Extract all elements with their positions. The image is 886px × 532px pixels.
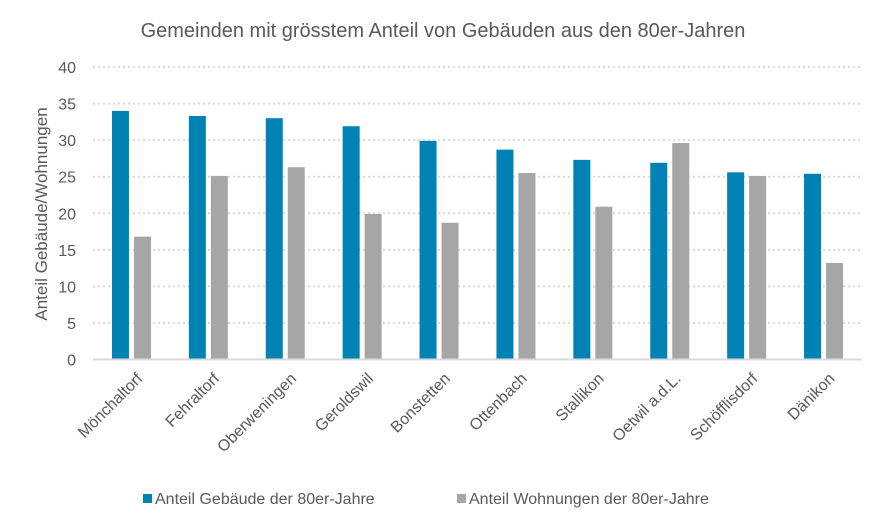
- x-tick-label: Schöfflisdorf: [687, 370, 761, 444]
- bar-wohnungen: [441, 222, 459, 360]
- bar-gebaeude: [419, 140, 437, 360]
- bar-gebaeude: [804, 173, 822, 360]
- y-tick-label: 20: [58, 206, 76, 223]
- x-tick-label: Bonstetten: [388, 370, 454, 436]
- bar-wohnungen: [749, 175, 767, 360]
- bar-gebaeude: [111, 110, 129, 360]
- y-axis-ticks: 0 5 10 15 20 25 30 35 40: [58, 60, 76, 370]
- y-tick-label: 30: [58, 133, 76, 150]
- bar-wohnungen: [595, 206, 613, 360]
- bar-gebaeude: [727, 172, 745, 360]
- bar-gebaeude: [342, 126, 360, 360]
- bar-gebaeude: [650, 162, 668, 360]
- x-tick-label: Ottenbach: [467, 370, 531, 434]
- y-axis-label: Anteil Gebäude/Wohnungen: [32, 107, 51, 320]
- y-tick-label: 35: [58, 97, 76, 114]
- bar-gebaeude: [496, 149, 514, 360]
- bars: [111, 110, 844, 360]
- y-tick-label: 10: [58, 279, 76, 296]
- x-tick-label: Stallikon: [553, 370, 608, 425]
- legend-item: Anteil Gebäude der 80er-Jahre: [143, 491, 375, 508]
- x-tick-label: Mönchaltorf: [75, 370, 147, 442]
- y-tick-label: 5: [67, 316, 76, 333]
- y-tick-label: 0: [67, 353, 76, 370]
- bar-wohnungen: [826, 262, 844, 360]
- bar-gebaeude: [265, 118, 283, 360]
- legend: Anteil Gebäude der 80er-Jahre Anteil Wohn…: [143, 491, 709, 508]
- legend-swatch: [457, 494, 466, 503]
- legend-item: Anteil Wohnungen der 80er-Jahre: [457, 491, 709, 508]
- bar-wohnungen: [364, 213, 382, 360]
- chart-title: Gemeinden mit grösstem Anteil von Gebäud…: [141, 20, 746, 42]
- bar-gebaeude: [573, 159, 591, 360]
- legend-label: Anteil Gebäude der 80er-Jahre: [155, 491, 375, 508]
- bar-wohnungen: [672, 143, 690, 360]
- bar-wohnungen: [518, 173, 536, 360]
- x-tick-label: Oberweningen: [214, 370, 300, 456]
- bar-wohnungen: [287, 167, 305, 360]
- x-tick-label: Oetwil a.d.L.: [610, 370, 685, 445]
- bar-wohnungen: [210, 175, 228, 360]
- x-tick-label: Fehraltorf: [163, 370, 224, 431]
- bar-gebaeude: [188, 115, 206, 360]
- legend-label: Anteil Wohnungen der 80er-Jahre: [469, 491, 709, 508]
- y-tick-label: 25: [58, 170, 76, 187]
- x-tick-label: Geroldswil: [312, 370, 377, 435]
- x-tick-label: Dänikon: [785, 370, 839, 424]
- y-tick-label: 15: [58, 243, 76, 260]
- legend-swatch: [143, 494, 152, 503]
- gridlines: [93, 66, 862, 324]
- y-tick-label: 40: [58, 60, 76, 77]
- bar-wohnungen: [133, 236, 151, 360]
